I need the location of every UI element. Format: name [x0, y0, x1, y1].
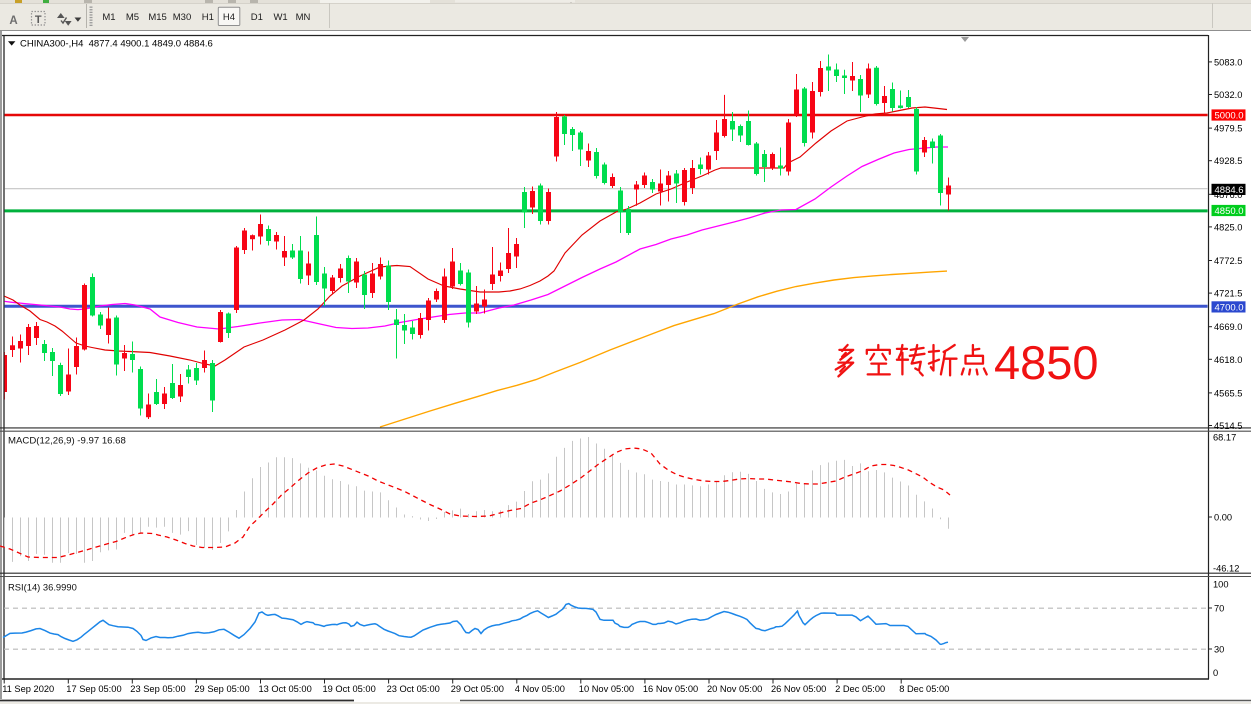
svg-text:5000.0: 5000.0: [1215, 110, 1244, 121]
svg-text:CHINA300-,H4 4877.4 4900.1 48: CHINA300-,H4 4877.4 4900.1 4849.0 4884.6: [20, 39, 213, 50]
svg-text:20 Nov 05:00: 20 Nov 05:00: [707, 684, 762, 694]
svg-text:M5: M5: [126, 12, 139, 23]
svg-text:26 Nov 05:00: 26 Nov 05:00: [771, 684, 826, 694]
svg-text:4979.5: 4979.5: [1214, 124, 1242, 134]
svg-text:MACD(12,26,9) -9.97 16.68: MACD(12,26,9) -9.97 16.68: [8, 436, 126, 447]
svg-text:10 Nov 05:00: 10 Nov 05:00: [579, 684, 634, 694]
svg-text:4669.0: 4669.0: [1214, 322, 1242, 332]
svg-text:0: 0: [1213, 668, 1218, 678]
svg-text:29 Oct 05:00: 29 Oct 05:00: [451, 684, 504, 694]
svg-text:4825.0: 4825.0: [1214, 222, 1242, 232]
svg-text:RSI(14) 36.9990: RSI(14) 36.9990: [8, 582, 77, 593]
svg-text:8 Dec 05:00: 8 Dec 05:00: [899, 684, 949, 694]
svg-text:H1: H1: [202, 12, 214, 23]
svg-text:0.00: 0.00: [1214, 513, 1232, 523]
svg-text:4884.6: 4884.6: [1215, 185, 1244, 196]
svg-text:4700.0: 4700.0: [1215, 302, 1244, 313]
svg-text:-46.12: -46.12: [1213, 563, 1239, 573]
svg-text:5083.0: 5083.0: [1214, 57, 1242, 67]
svg-text:19 Oct 05:00: 19 Oct 05:00: [323, 684, 376, 694]
svg-text:D1: D1: [251, 12, 263, 23]
svg-text:17 Sep 05:00: 17 Sep 05:00: [66, 684, 121, 694]
svg-text:13 Oct 05:00: 13 Oct 05:00: [259, 684, 312, 694]
svg-text:T: T: [35, 14, 42, 26]
svg-text:A: A: [9, 15, 17, 27]
svg-text:4565.5: 4565.5: [1214, 388, 1242, 398]
svg-text:68.17: 68.17: [1213, 433, 1236, 443]
svg-text:70: 70: [1214, 604, 1224, 614]
svg-text:4514.5: 4514.5: [1214, 421, 1242, 431]
svg-text:11 Sep 2020: 11 Sep 2020: [2, 684, 54, 694]
svg-text:29 Sep 05:00: 29 Sep 05:00: [194, 684, 249, 694]
svg-text:4772.5: 4772.5: [1214, 256, 1242, 266]
svg-text:M15: M15: [148, 12, 166, 23]
svg-text:4928.5: 4928.5: [1214, 156, 1242, 166]
svg-text:MN: MN: [296, 12, 311, 23]
svg-text:23 Sep 05:00: 23 Sep 05:00: [130, 684, 185, 694]
svg-text:5032.0: 5032.0: [1214, 90, 1242, 100]
svg-text:4850.0: 4850.0: [1215, 206, 1244, 217]
svg-text:23 Oct 05:00: 23 Oct 05:00: [387, 684, 440, 694]
svg-text:4721.5: 4721.5: [1214, 289, 1242, 299]
svg-text:4850: 4850: [994, 336, 1099, 389]
svg-text:4 Nov 05:00: 4 Nov 05:00: [515, 684, 565, 694]
svg-text:M1: M1: [102, 12, 115, 23]
svg-text:4618.0: 4618.0: [1214, 355, 1242, 365]
svg-text:W1: W1: [273, 12, 287, 23]
svg-text:M30: M30: [173, 12, 191, 23]
svg-text:100: 100: [1213, 579, 1229, 589]
svg-text:30: 30: [1214, 645, 1224, 655]
svg-text:2 Dec 05:00: 2 Dec 05:00: [835, 684, 885, 694]
svg-text:16 Nov 05:00: 16 Nov 05:00: [643, 684, 698, 694]
svg-text:H4: H4: [223, 12, 235, 23]
